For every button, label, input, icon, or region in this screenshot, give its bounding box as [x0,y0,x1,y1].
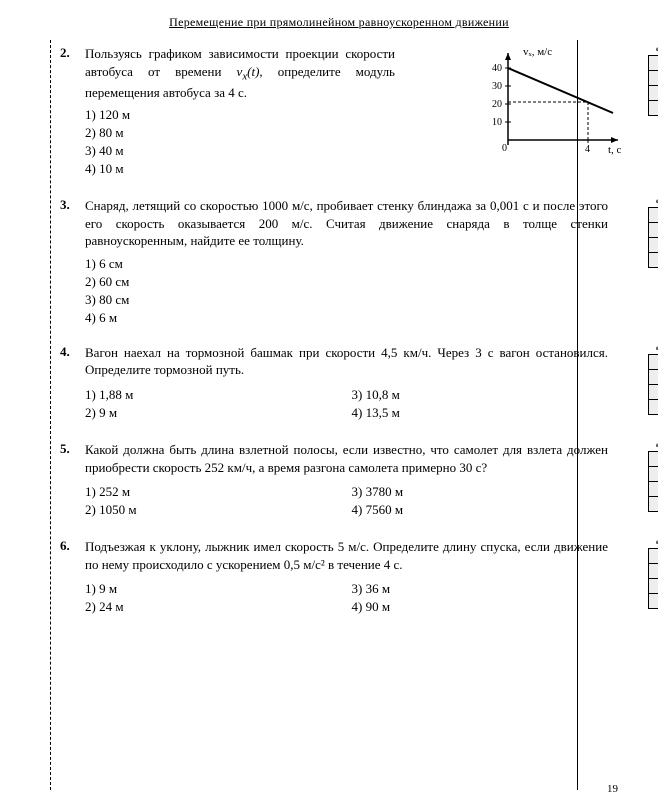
svg-text:10: 10 [492,117,502,128]
option-2: 2) 1050 м [85,502,352,518]
options: 1) 6 см 2) 60 см 3) 80 см 4) 6 м [85,256,618,326]
svg-text:20: 20 [492,99,502,110]
option-3: 3) 36 м [352,581,619,597]
option-3: 3) 80 см [85,292,618,308]
svg-text:30: 30 [492,81,502,92]
problem-number: 4. [60,344,70,360]
option-4: 4) 90 м [352,599,619,615]
option-4: 4) 13,5 м [352,405,619,421]
option-1: 1) 6 см [85,256,618,272]
option-4: 4) 7560 м [352,502,619,518]
page-number: 19 [607,783,618,795]
svg-text:0: 0 [502,143,507,154]
answer-grid: ✏☑ 1 2 3 4 [648,441,658,512]
options: 1) 252 м 2) 1050 м 3) 3780 м 4) 7560 м [85,482,618,520]
answer-grid: ✏☑ 1 2 3 4 [648,197,658,268]
options: 1) 9 м 2) 24 м 3) 36 м 4) 90 м [85,579,618,617]
problem-text: Вагон наехал на тормозной башмак при ско… [85,344,618,379]
velocity-graph: vₓ, м/с t, с 10 20 30 40 0 4 [488,45,628,155]
problem-number: 3. [60,197,70,213]
problem-text: Снаряд, летящий со скоростью 1000 м/с, п… [85,197,618,250]
problem-3: 3. ✏☑ 1 2 3 4 Снаряд, летящий со скорост… [60,197,618,326]
option-3: 3) 10,8 м [352,387,619,403]
option-1: 1) 252 м [85,484,352,500]
option-3: 3) 3780 м [352,484,619,500]
option-1: 1) 9 м [85,581,352,597]
problem-number: 2. [60,45,70,61]
x-axis-label: t, с [608,144,622,155]
page: Перемещение при прямолинейном равноускор… [0,0,658,800]
page-title: Перемещение при прямолинейном равноускор… [60,15,618,30]
problem-5: 5. ✏☑ 1 2 3 4 Какой должна быть длина вз… [60,441,618,520]
problem-6: 6. ✏☑ 1 2 3 4 Подъезжая к уклону, лыжник… [60,538,618,617]
answer-grid: ✏☑ 1 2 3 4 [648,45,658,116]
answer-grid: ✏☑ 1 2 3 4 [648,344,658,415]
option-4: 4) 10 м [85,161,618,177]
problem-number: 6. [60,538,70,554]
problem-2: 2. ✏☑ 1 2 3 4 vₓ, м/с t, с 10 20 30 40 0… [60,45,618,179]
svg-text:4: 4 [585,144,590,155]
y-axis-label: vₓ, м/с [523,46,552,58]
margin-dashed-line [50,40,51,790]
options: 1) 1,88 м 2) 9 м 3) 10,8 м 4) 13,5 м [85,385,618,423]
option-2: 2) 9 м [85,405,352,421]
problem-text: Какой должна быть длина взлетной полосы,… [85,441,618,476]
problem-number: 5. [60,441,70,457]
problem-text: Пользуясь графиком зависимости проекции … [85,45,395,101]
option-2: 2) 24 м [85,599,352,615]
problem-4: 4. ✏☑ 1 2 3 4 Вагон наехал на тормозной … [60,344,618,423]
answer-grid: ✏☑ 1 2 3 4 [648,538,658,609]
option-2: 2) 60 см [85,274,618,290]
option-4: 4) 6 м [85,310,618,326]
problem-text: Подъезжая к уклону, лыжник имел скорость… [85,538,618,573]
option-1: 1) 1,88 м [85,387,352,403]
svg-text:40: 40 [492,63,502,74]
